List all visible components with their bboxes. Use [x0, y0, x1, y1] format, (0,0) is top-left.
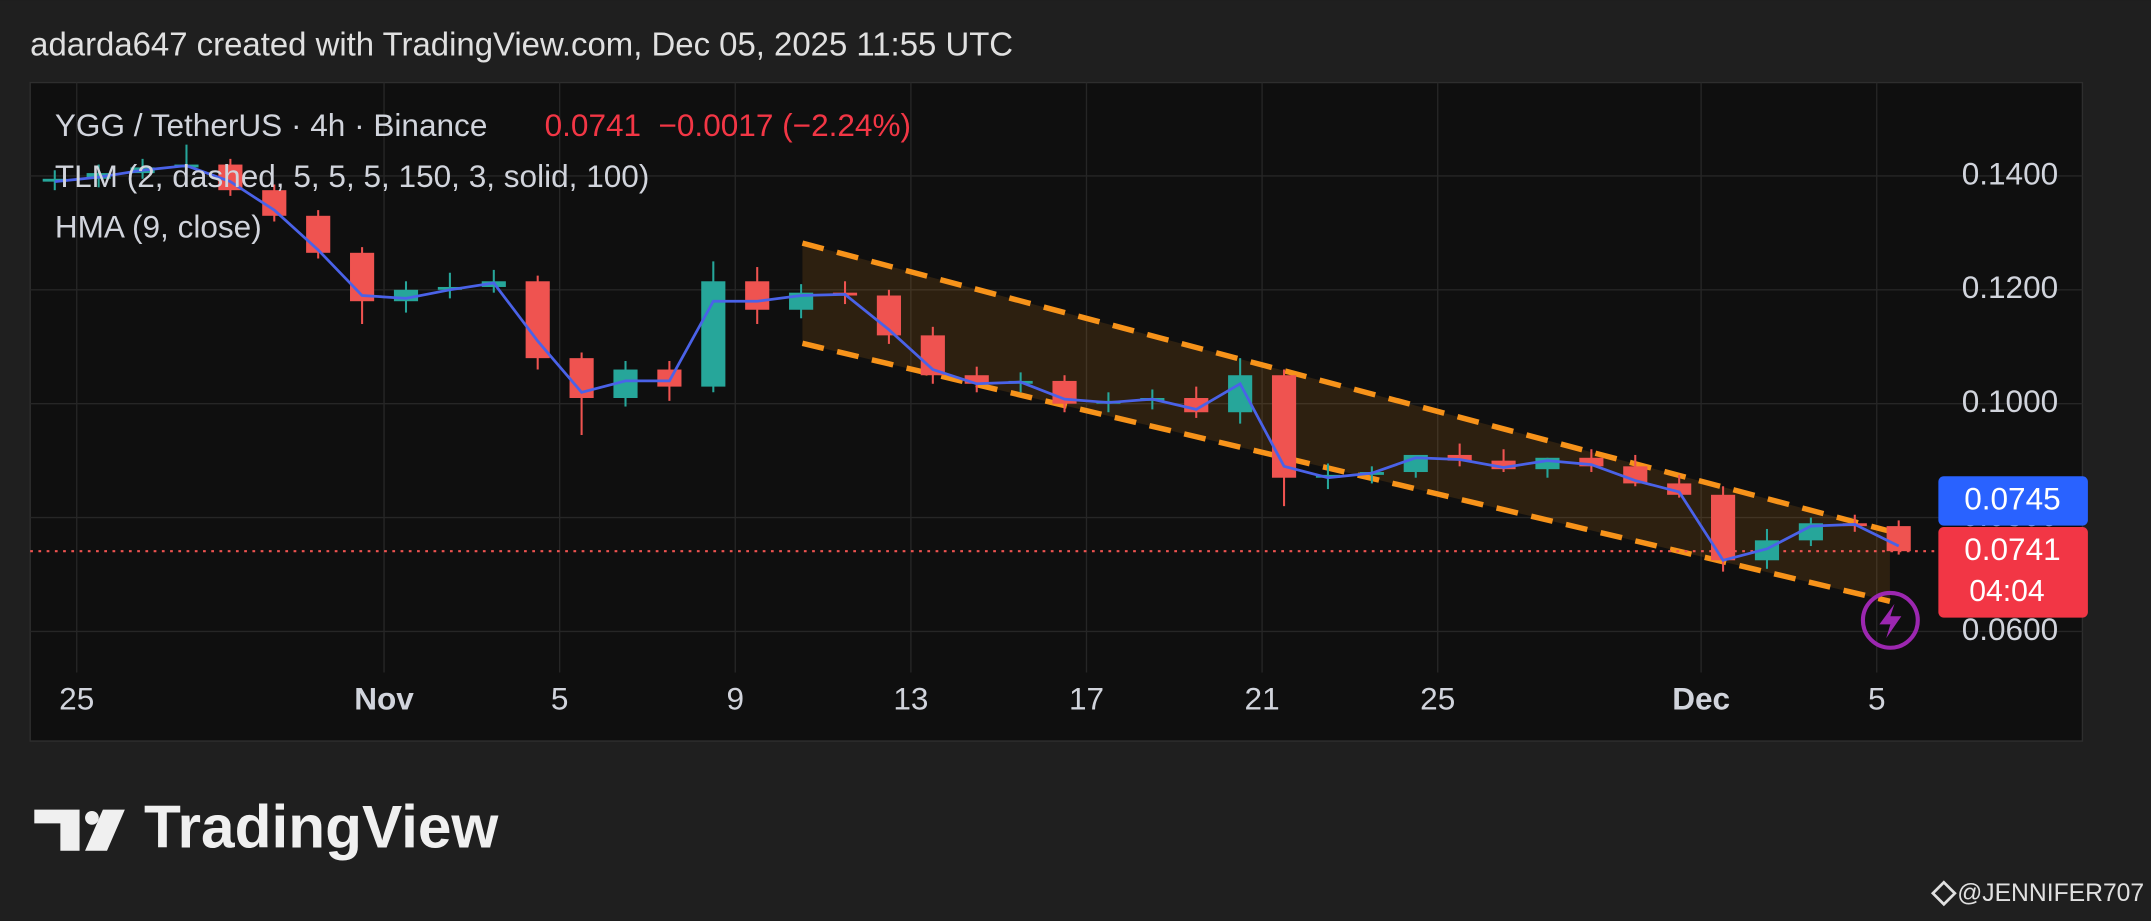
- legend-last: 0.0741: [545, 107, 642, 143]
- logo-dot: [85, 810, 99, 825]
- x-tick-label: Nov: [354, 681, 414, 717]
- x-tick-label: 25: [59, 681, 94, 717]
- candle-body: [1711, 494, 1736, 561]
- x-tick-label: 25: [1420, 681, 1455, 717]
- legend-change: −0.0017 (−2.24%): [658, 107, 911, 143]
- alert-icon[interactable]: [1860, 590, 1920, 650]
- channel-fill: [802, 243, 1890, 602]
- price-label: 0.0745: [1964, 480, 2061, 516]
- candle-body: [1228, 375, 1253, 413]
- tradingview-logo: [34, 809, 125, 851]
- hma-line: [54, 164, 1900, 562]
- candle-body: [1798, 523, 1823, 541]
- candle-body: [745, 281, 770, 310]
- logo-mark: [34, 809, 125, 851]
- candle-body: [1271, 375, 1297, 478]
- x-tick-label: 5: [1868, 681, 1886, 717]
- candle-body: [964, 375, 989, 384]
- y-tick-label: 0.1400: [1962, 155, 2058, 191]
- candle-body: [306, 215, 331, 253]
- watermark-icon: [1930, 880, 1957, 907]
- candle-body: [525, 281, 550, 359]
- channel-line: [801, 340, 1891, 604]
- y-tick-label: 0.1000: [1962, 383, 2058, 419]
- candle-body: [1535, 457, 1560, 470]
- x-tick-label: Dec: [1672, 681, 1730, 717]
- candle-body: [1315, 474, 1341, 478]
- price-label: 0.0741: [1964, 531, 2061, 567]
- x-tick-label: 13: [893, 681, 928, 717]
- candle-body: [1447, 454, 1472, 461]
- logo-text: TradingView: [144, 793, 499, 861]
- watermark: @JENNIFER707: [1957, 880, 2144, 907]
- header: adarda647 created with TradingView.com, …: [30, 26, 1013, 63]
- x-tick-label: 5: [551, 681, 569, 717]
- legend-indicator: HMA (9, close): [55, 209, 262, 245]
- candle-body: [1886, 526, 1911, 552]
- price-label-box: [1938, 527, 2088, 618]
- candle-body: [701, 281, 726, 387]
- candle-body: [1579, 457, 1604, 467]
- legend-indicator: TLM (2, dashed, 5, 5, 5, 150, 3, solid, …: [55, 158, 649, 194]
- candle-body: [437, 286, 462, 290]
- candle-body: [657, 369, 682, 387]
- candle-body: [393, 289, 419, 302]
- candle-body: [42, 178, 67, 182]
- alert-bolt: [1879, 603, 1902, 639]
- x-tick-label: 9: [726, 681, 744, 717]
- countdown: 04:04: [1969, 575, 2044, 608]
- candle-body: [350, 252, 375, 302]
- legend-symbol: YGG / TetherUS · 4h · Binance: [55, 107, 488, 143]
- x-tick-label: 21: [1245, 681, 1280, 717]
- candle-body: [1667, 483, 1692, 495]
- price-label-box: [1938, 476, 2088, 526]
- x-tick-label: 17: [1069, 681, 1104, 717]
- y-tick-label: 0.1200: [1962, 269, 2058, 305]
- candle-body: [1491, 460, 1516, 470]
- channel-line: [801, 240, 1891, 534]
